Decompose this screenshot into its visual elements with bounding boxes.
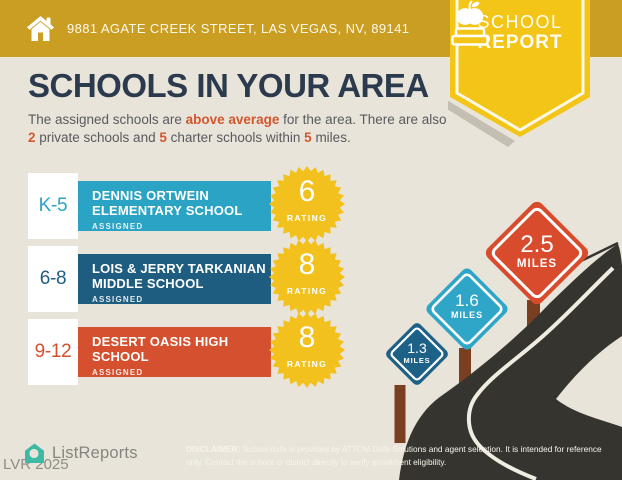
rating-value: 6 bbox=[298, 175, 316, 208]
road-illustration bbox=[386, 201, 622, 480]
school-name: DENNIS ORTWEIN ELEMENTARY SCHOOL bbox=[92, 188, 243, 219]
school-bar: DESERT OASIS HIGH SCHOOL ASSIGNED bbox=[78, 327, 271, 377]
rating-label: RATING bbox=[286, 286, 328, 296]
assigned-label: ASSIGNED bbox=[92, 221, 144, 231]
intro-mid3: charter schools within bbox=[166, 129, 305, 145]
school-row-middle: 6-8 LOIS & JERRY TARKANIAN MIDDLE SCHOOL … bbox=[28, 239, 358, 315]
charter-school-count: 5 bbox=[159, 129, 167, 145]
radius-miles: 5 bbox=[304, 129, 312, 145]
badge-shadow bbox=[448, 100, 515, 147]
rating-label: RATING bbox=[286, 213, 328, 223]
sign-distance-unit: MILES bbox=[450, 310, 483, 320]
grade-range: K-5 bbox=[28, 173, 78, 239]
listreports-logo: ListReports bbox=[24, 443, 138, 464]
private-school-count: 2 bbox=[28, 129, 36, 145]
sign-distance-unit: MILES bbox=[516, 258, 558, 270]
disclaimer-text: DISCLAIMER: School data is provided by A… bbox=[186, 444, 602, 467]
school-row-high: 9-12 DESERT OASIS HIGH SCHOOL ASSIGNED 8 … bbox=[28, 312, 358, 388]
school-bar: DENNIS ORTWEIN ELEMENTARY SCHOOL ASSIGNED bbox=[78, 181, 271, 231]
intro-post: miles. bbox=[311, 129, 351, 145]
intro-mid1: for the area. There are also bbox=[279, 112, 447, 127]
school-name: DESERT OASIS HIGH SCHOOL bbox=[92, 334, 229, 365]
road-center-line bbox=[466, 266, 615, 480]
grade-range: 9-12 bbox=[28, 319, 78, 385]
distance-sign-1 bbox=[386, 323, 448, 385]
sign-distance-value: 1.6 bbox=[455, 291, 479, 310]
rating-badge: 8 RATING bbox=[267, 237, 347, 317]
intro-text: The assigned schools are above average f… bbox=[28, 111, 452, 147]
house-icon bbox=[27, 16, 54, 41]
sign-distance-unit: MILES bbox=[403, 356, 431, 365]
rating-badge: 8 RATING bbox=[267, 310, 347, 390]
assigned-label: ASSIGNED bbox=[92, 367, 144, 377]
badge-title-line1: SCHOOL bbox=[477, 12, 563, 32]
school-bar: LOIS & JERRY TARKANIAN MIDDLE SCHOOL ASSI… bbox=[78, 254, 271, 304]
listreports-logo-text: ListReports bbox=[52, 444, 138, 462]
distance-sign-3 bbox=[485, 201, 589, 305]
rating-label: RATING bbox=[286, 359, 328, 369]
rating-badge: 6 RATING bbox=[267, 164, 347, 244]
distance-sign-2 bbox=[426, 268, 508, 350]
listreports-house-icon bbox=[25, 443, 44, 463]
school-report-badge: SCHOOL REPORT bbox=[448, 0, 592, 150]
intro-pre: The assigned schools are bbox=[28, 112, 186, 127]
school-row-elementary: K-5 DENNIS ORTWEIN ELEMENTARY SCHOOL ASSI… bbox=[28, 166, 358, 242]
rating-value: 8 bbox=[298, 321, 316, 354]
property-address: 9881 AGATE CREEK STREET, LAS VEGAS, NV, … bbox=[67, 21, 410, 36]
page-title: SCHOOLS IN YOUR AREA bbox=[28, 67, 429, 104]
grade-range: 6-8 bbox=[28, 246, 78, 312]
sign-distance-value: 1.3 bbox=[407, 340, 427, 356]
intro-highlight: above average bbox=[185, 112, 280, 127]
badge-title-line2: REPORT bbox=[477, 32, 563, 53]
apple-books-icon bbox=[451, 0, 489, 46]
watermark: LVR 2025 bbox=[3, 456, 69, 473]
rating-value: 8 bbox=[298, 248, 316, 281]
school-name: LOIS & JERRY TARKANIAN MIDDLE SCHOOL bbox=[92, 261, 266, 292]
intro-mid2: private schools and bbox=[35, 129, 160, 145]
assigned-label: ASSIGNED bbox=[92, 294, 144, 304]
sign-distance-value: 2.5 bbox=[520, 231, 554, 258]
